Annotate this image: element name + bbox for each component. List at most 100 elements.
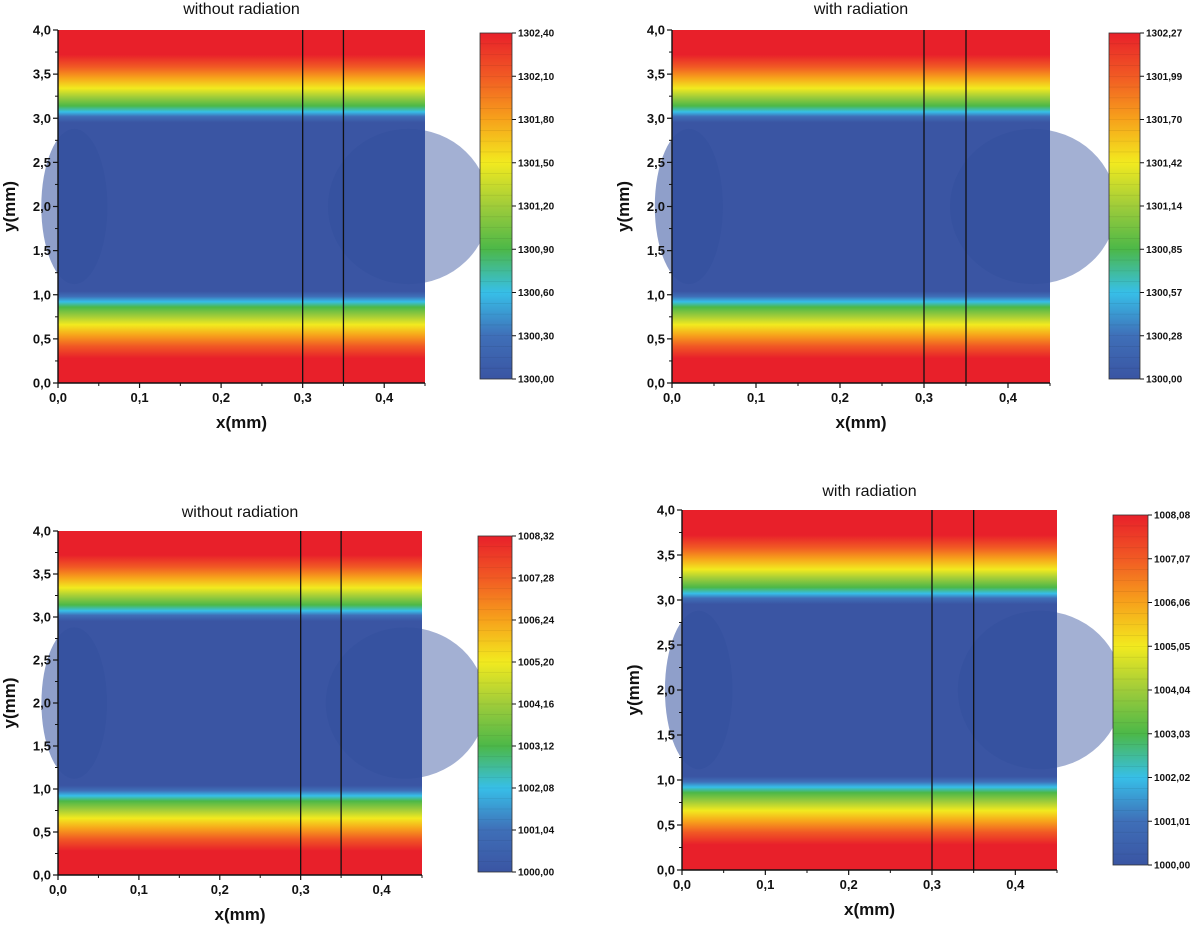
y-tick-label: 2,5	[33, 653, 51, 668]
y-axis-label: y(mm)	[0, 677, 19, 728]
colorbar-tick-label: 1301,42	[1146, 158, 1183, 169]
heatmap-panel-2: with radiation 0,0 0,5 1,0 1,5 2,0 2,5 3,0 3,5 4,…	[614, 1, 1183, 432]
y-tick-label: 0,0	[657, 863, 675, 878]
colorbar-tick-label: 1002,08	[518, 784, 555, 795]
x-tick-label: 0,1	[130, 882, 148, 897]
y-tick-label: 3,0	[647, 111, 665, 126]
heatmap-panel-1: without radiation 0,0 0,5 1,0 1,5 2,0 2,5 3,0 3,…	[0, 1, 555, 432]
x-tick-label: 0,3	[292, 882, 310, 897]
x-tick-label: 0,3	[915, 390, 933, 405]
colorbar-tick-label: 1007,28	[518, 574, 555, 585]
x-tick-label: 0,2	[212, 390, 230, 405]
y-tick-label: 1,5	[33, 243, 51, 258]
y-tick-label: 4,0	[33, 524, 51, 539]
x-tick-label: 0,0	[49, 390, 67, 405]
x-tick-label: 0,1	[756, 877, 774, 892]
x-tick-label: 0,2	[840, 877, 858, 892]
field-core-right	[950, 128, 1117, 285]
colorbar-scale	[479, 32, 513, 380]
colorbar-tick-label: 1006,06	[1154, 598, 1191, 609]
y-tick-label: 0,0	[33, 868, 51, 883]
colorbar-tick-label: 1007,07	[1154, 554, 1191, 565]
y-tick-label: 2,0	[33, 696, 51, 711]
colorbar-tick-label: 1301,20	[518, 202, 555, 213]
y-tick-label: 3,5	[657, 548, 675, 563]
x-tick-label: 0,4	[373, 882, 392, 897]
y-tick-label: 1,0	[647, 287, 665, 302]
x-tick-label: 0,0	[673, 877, 691, 892]
heatmap-panel-4: with radiation 0,0 0,5 1,0 1,5 2,0 2,5 3,0 3,5 4,…	[624, 483, 1191, 919]
x-tick-label: 0,0	[49, 882, 67, 897]
y-tick-label: 1,5	[647, 243, 665, 258]
y-tick-label: 0,5	[647, 331, 665, 346]
colorbar-tick-label: 1300,60	[518, 288, 555, 299]
y-tick-label: 1,5	[657, 728, 675, 743]
colorbar-tick-label: 1301,80	[518, 115, 555, 126]
y-tick-label: 4,0	[657, 503, 675, 518]
y-tick-label: 0,0	[647, 376, 665, 391]
colorbar-tick-label: 1300,30	[518, 331, 555, 342]
x-axis-label: x(mm)	[844, 900, 895, 919]
colorbar-tick-label: 1302,40	[518, 29, 555, 40]
colorbar-tick-label: 1005,05	[1154, 642, 1191, 653]
field-core-right	[327, 128, 490, 285]
colorbar: 1000,00 1001,01 1002,02 1003,03 1004,04 1005,…	[1112, 511, 1191, 872]
colorbar-tick-label: 1301,14	[1146, 202, 1183, 213]
colorbar-tick-label: 1302,27	[1146, 29, 1183, 40]
y-tick-label: 3,0	[657, 593, 675, 608]
y-tick-label: 1,0	[657, 773, 675, 788]
colorbar-scale	[1112, 514, 1149, 866]
x-tick-label: 0,1	[131, 390, 149, 405]
colorbar: 1300,00 1300,28 1300,57 1300,85 1301,14 1301,…	[1108, 29, 1183, 386]
y-tick-label: 1,0	[33, 287, 51, 302]
field-core-left	[664, 610, 733, 770]
chart-title: without radiation	[181, 504, 299, 521]
y-tick-label: 2,5	[657, 638, 675, 653]
y-tick-label: 0,5	[33, 825, 51, 840]
y-tick-label: 4,0	[647, 23, 665, 38]
y-tick-label: 1,0	[33, 782, 51, 797]
chart-title: without radiation	[182, 1, 300, 18]
x-axis-label: x(mm)	[214, 905, 265, 924]
colorbar-tick-label: 1001,01	[1154, 817, 1191, 828]
colorbar: 1300,00 1300,30 1300,60 1300,90 1301,20 1301,…	[479, 29, 555, 386]
colorbar-tick-label: 1004,16	[518, 700, 555, 711]
x-tick-label: 0,4	[1006, 877, 1025, 892]
colorbar-tick-label: 1006,24	[518, 616, 555, 627]
colorbar-tick-label: 1300,57	[1146, 288, 1183, 299]
y-tick-label: 0,5	[657, 818, 675, 833]
x-tick-label: 0,1	[747, 390, 765, 405]
field-core-left	[41, 627, 107, 779]
chart-title: with radiation	[821, 483, 916, 500]
colorbar-tick-label: 1008,32	[518, 532, 555, 543]
heatmap-panel-3: without radiation 0,0 0,5 1,0 1,5 2,0 2,5 3,0 3,…	[0, 504, 555, 924]
colorbar-tick-label: 1301,70	[1146, 115, 1183, 126]
colorbar-tick-label: 1300,00	[1146, 375, 1183, 386]
y-axis-label: y(mm)	[614, 181, 633, 232]
y-tick-label: 3,0	[33, 111, 51, 126]
y-axis-label: y(mm)	[0, 181, 19, 232]
colorbar-tick-label: 1301,50	[518, 158, 555, 169]
x-tick-label: 0,4	[375, 390, 394, 405]
x-tick-label: 0,3	[294, 390, 312, 405]
colorbar-tick-label: 1005,20	[518, 658, 555, 669]
colorbar-scale	[1108, 32, 1141, 380]
colorbar-tick-label: 1300,28	[1146, 331, 1183, 342]
y-axis-label: y(mm)	[624, 664, 643, 715]
colorbar-tick-label: 1300,90	[518, 245, 555, 256]
colorbar-tick-label: 1004,04	[1154, 686, 1191, 697]
y-tick-label: 2,5	[647, 155, 665, 170]
x-tick-label: 0,3	[923, 877, 941, 892]
heatmap-field	[58, 531, 422, 875]
y-tick-label: 3,5	[33, 567, 51, 582]
heatmap-field	[682, 510, 1057, 870]
y-tick-label: 2,0	[657, 683, 675, 698]
y-tick-label: 1,5	[33, 739, 51, 754]
field-core-left	[41, 128, 108, 285]
x-axis-label: x(mm)	[835, 413, 886, 432]
y-tick-label: 3,5	[33, 67, 51, 82]
field-core-right	[957, 610, 1123, 770]
y-tick-label: 2,0	[647, 199, 665, 214]
heatmap-field	[58, 30, 425, 383]
